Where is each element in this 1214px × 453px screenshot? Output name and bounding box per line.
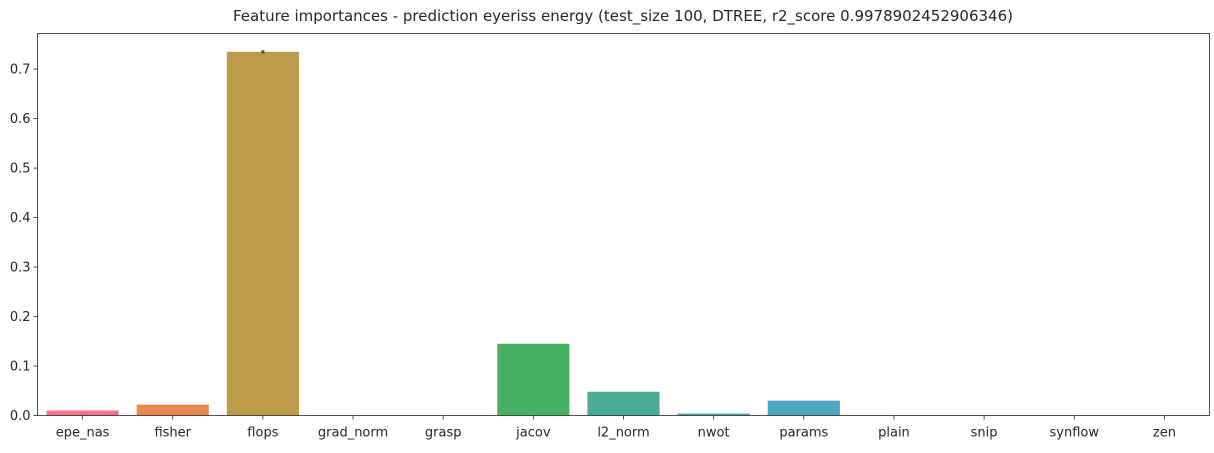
y-tick-label-0: 0.0 [10,409,31,424]
x-tick-label-params: params [779,426,828,441]
x-tick-label-jacov: jacov [515,426,551,441]
bar-jacov [497,343,570,416]
x-tick-label-grasp: grasp [425,426,462,441]
bar-epe_nas [46,410,119,416]
chart-title: Feature importances - prediction eyeriss… [233,7,1013,26]
y-tick-label-5: 0.5 [10,162,31,177]
bar-fisher [136,404,209,416]
x-tick-label-zen: zen [1153,426,1176,441]
y-tick-label-1: 0.1 [10,360,31,375]
x-tick-label-l2_norm: l2_norm [597,426,649,441]
y-tick-label-2: 0.2 [10,310,31,325]
bar-l2_norm [587,391,660,416]
bar-nwot [677,413,750,416]
bar-params [767,400,840,416]
bar-flops [226,51,299,416]
y-axis-ticks: 0.0 0.1 0.2 0.3 0.4 0.5 0.6 0.7 [10,63,38,424]
bars-layer [46,50,840,416]
x-tick-label-epe_nas: epe_nas [56,426,110,441]
x-tick-label-plain: plain [878,426,910,441]
y-tick-label-3: 0.3 [10,261,31,276]
plot-frame [37,33,1210,416]
x-tick-label-snip: snip [971,426,998,441]
x-tick-label-flops: flops [247,426,278,441]
y-tick-label-7: 0.7 [10,63,31,78]
y-tick-label-4: 0.4 [10,211,31,226]
x-tick-label-fisher: fisher [154,426,191,441]
y-tick-label-6: 0.6 [10,112,31,127]
x-tick-label-grad_norm: grad_norm [318,426,388,441]
x-tick-label-nwot: nwot [698,426,730,441]
x-axis-ticks: epe_nas fisher flops grad_norm grasp jacov l2_… [56,415,1176,441]
x-tick-label-synflow: synflow [1050,426,1100,441]
